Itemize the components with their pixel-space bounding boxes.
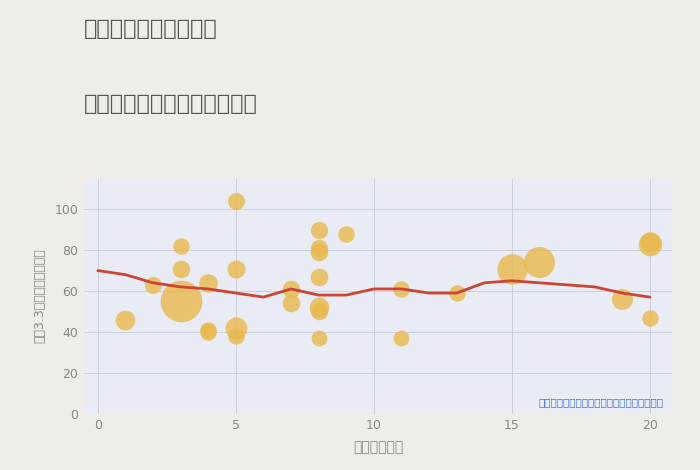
Point — [230, 332, 241, 340]
Text: 三重県松阪市清生町の: 三重県松阪市清生町の — [84, 19, 218, 39]
Point — [120, 316, 131, 323]
Point — [617, 296, 628, 303]
Point — [175, 242, 186, 250]
Point — [175, 298, 186, 305]
Point — [175, 265, 186, 272]
Point — [644, 314, 655, 321]
Point — [286, 299, 297, 307]
Point — [313, 308, 324, 315]
Point — [451, 289, 462, 297]
Point — [313, 226, 324, 234]
Point — [230, 324, 241, 331]
Point — [534, 258, 545, 266]
Point — [644, 240, 655, 248]
Point — [313, 273, 324, 281]
Point — [313, 334, 324, 342]
Point — [202, 326, 214, 334]
Point — [148, 281, 159, 289]
Point — [313, 244, 324, 252]
Point — [202, 328, 214, 336]
Point — [506, 265, 517, 272]
Text: 円の大きさは、取引のあった物件面積を示す: 円の大きさは、取引のあった物件面積を示す — [539, 398, 664, 407]
Point — [230, 197, 241, 205]
Point — [286, 285, 297, 293]
Point — [341, 230, 352, 237]
X-axis label: 駅距離（分）: 駅距離（分） — [353, 440, 403, 454]
Point — [313, 249, 324, 256]
Point — [313, 304, 324, 311]
Point — [230, 265, 241, 272]
Y-axis label: 坪（3.3㎡）単価（万円）: 坪（3.3㎡）単価（万円） — [33, 249, 46, 344]
Point — [644, 238, 655, 246]
Point — [396, 285, 407, 293]
Text: 駅距離別中古マンション価格: 駅距離別中古マンション価格 — [84, 94, 258, 114]
Point — [396, 334, 407, 342]
Point — [202, 279, 214, 287]
